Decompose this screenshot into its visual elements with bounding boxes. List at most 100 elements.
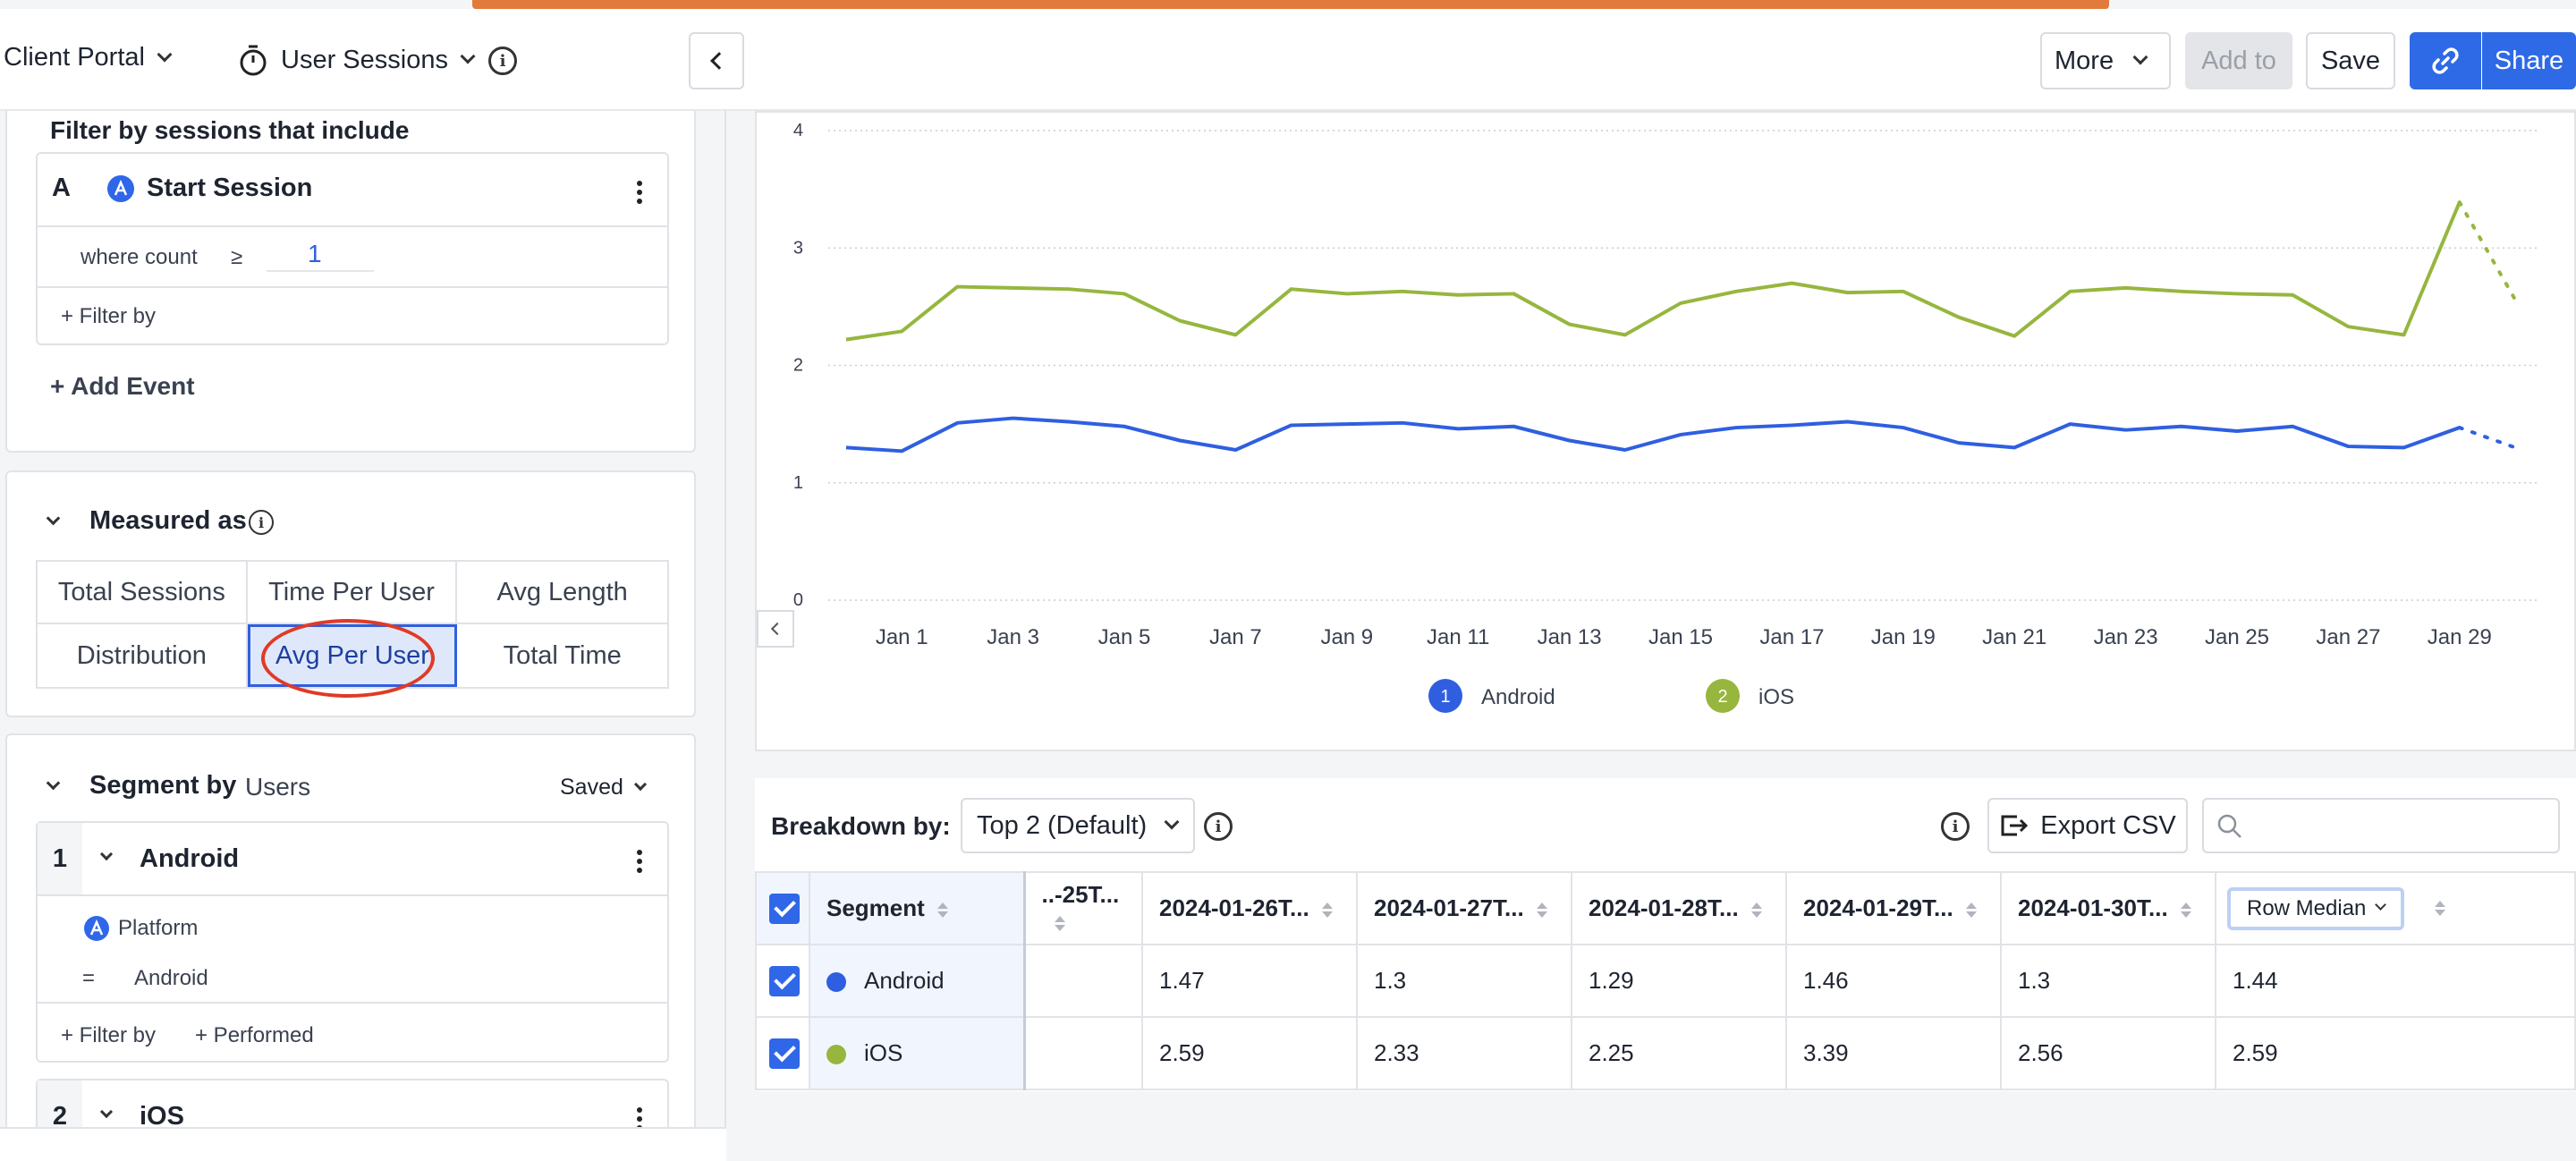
- table-header-row: Segment ..-25T... 2024-01-26T... 2024-01…: [755, 871, 2576, 945]
- notification-bar: [472, 0, 2109, 9]
- option-total-sessions[interactable]: Total Sessions: [38, 562, 248, 624]
- event-menu-icon[interactable]: [637, 181, 642, 208]
- column-header[interactable]: ..-25T...: [1023, 871, 1143, 945]
- sort-icon[interactable]: [2435, 901, 2445, 916]
- add-to-button[interactable]: Add to: [2185, 32, 2292, 89]
- value-cell: 2.59: [1141, 1016, 1358, 1090]
- segment-menu-icon[interactable]: [637, 1107, 642, 1127]
- measured-as-card: Measured as i Total Sessions Time Per Us…: [5, 470, 696, 717]
- performed-button[interactable]: + Performed: [195, 1023, 314, 1047]
- x-tick-label: Jan 27: [2316, 625, 2380, 649]
- x-tick-label: Jan 23: [2094, 625, 2158, 649]
- segment-subject[interactable]: Users: [245, 773, 311, 801]
- portal-dropdown[interactable]: Client Portal: [4, 43, 173, 72]
- chevron-down-icon: [2375, 899, 2387, 911]
- segment-name[interactable]: iOS: [140, 1102, 184, 1127]
- collapse-panel-button[interactable]: [689, 32, 744, 89]
- series-dot: [826, 972, 846, 993]
- select-all-checkbox[interactable]: [769, 893, 800, 924]
- measured-as-title: Measured as: [89, 506, 247, 535]
- chart-scroll-left-button[interactable]: [757, 610, 794, 648]
- sort-icon[interactable]: [1055, 916, 1065, 931]
- count-input[interactable]: 1: [267, 240, 374, 272]
- collapse-chevron-icon[interactable]: [46, 775, 61, 791]
- segment-cell: Android: [809, 944, 1026, 1018]
- chevron-down-icon[interactable]: [99, 847, 114, 861]
- x-tick-label: Jan 3: [987, 625, 1039, 649]
- sort-icon[interactable]: [2181, 903, 2191, 918]
- share-button[interactable]: Share: [2482, 32, 2576, 89]
- value-cell: 1.46: [1785, 944, 2002, 1018]
- more-button[interactable]: More: [2040, 32, 2171, 89]
- info-icon[interactable]: i: [1941, 812, 1970, 841]
- option-distribution[interactable]: Distribution: [38, 624, 248, 687]
- breakdown-select[interactable]: Top 2 (Default): [961, 798, 1195, 853]
- export-csv-button[interactable]: Export CSV: [1987, 798, 2188, 853]
- column-header-segment[interactable]: Segment: [809, 871, 1026, 945]
- table-row: Android 1.47 1.3 1.29 1.46 1.3 1.44: [755, 944, 2576, 1018]
- y-tick-label: 2: [793, 356, 803, 376]
- report-type-dropdown[interactable]: User Sessions: [238, 43, 476, 77]
- copy-link-button[interactable]: [2410, 32, 2481, 89]
- event-name[interactable]: Start Session: [147, 174, 313, 202]
- sort-icon[interactable]: [937, 903, 948, 918]
- save-label: Save: [2320, 46, 2381, 75]
- row-median-select[interactable]: Row Median: [2227, 886, 2405, 930]
- column-header[interactable]: 2024-01-27T...: [1356, 871, 1572, 945]
- series-line-android: [845, 416, 2461, 453]
- sort-icon[interactable]: [1322, 903, 1333, 918]
- option-avg-length[interactable]: Avg Length: [457, 562, 667, 624]
- series-incomplete-line-ios: [2457, 200, 2517, 301]
- info-icon[interactable]: i: [1204, 812, 1233, 841]
- x-tick-label: Jan 1: [876, 625, 928, 649]
- select-all-cell[interactable]: [755, 871, 810, 945]
- column-header-row-median[interactable]: Row Median: [2215, 871, 2576, 945]
- top-bar: Client Portal User Sessions i More Add t…: [0, 9, 2576, 111]
- sort-icon[interactable]: [1751, 903, 1762, 918]
- segment-menu-icon[interactable]: [637, 850, 642, 877]
- row-checkbox-cell[interactable]: [755, 1016, 810, 1090]
- highlight-circle: [261, 619, 435, 698]
- legend-index: 1: [1440, 687, 1450, 707]
- chevron-down-icon[interactable]: [99, 1105, 114, 1119]
- option-time-per-user[interactable]: Time Per User: [247, 562, 458, 624]
- value-cell: 1.47: [1141, 944, 1358, 1018]
- chevron-left-icon: [770, 622, 784, 636]
- row-checkbox-cell[interactable]: [755, 944, 810, 1018]
- breakdown-table-card: Breakdown by: Top 2 (Default) i i Export…: [755, 778, 2576, 1091]
- query-builder-panel: Filter by sessions that include A Start …: [0, 111, 726, 1127]
- save-button[interactable]: Save: [2306, 32, 2395, 89]
- filter-by-button[interactable]: + Filter by: [61, 304, 157, 328]
- segment-operator[interactable]: =: [82, 966, 96, 990]
- column-header[interactable]: 2024-01-26T...: [1141, 871, 1358, 945]
- info-icon[interactable]: i: [249, 510, 274, 535]
- collapse-chevron-icon[interactable]: [46, 511, 61, 526]
- sort-icon[interactable]: [1966, 903, 1977, 918]
- column-header[interactable]: 2024-01-28T...: [1571, 871, 1787, 945]
- value-cell: 1.44: [2215, 944, 2576, 1018]
- column-header[interactable]: 2024-01-29T...: [1785, 871, 2002, 945]
- link-icon: [2432, 47, 2459, 74]
- column-header[interactable]: 2024-01-30T...: [2000, 871, 2216, 945]
- filter-heading: Filter by sessions that include: [50, 116, 410, 144]
- info-icon[interactable]: i: [488, 47, 517, 75]
- export-icon: [2001, 815, 2029, 836]
- segment-value[interactable]: Android: [134, 966, 208, 990]
- segment-property[interactable]: Platform: [118, 916, 199, 940]
- filter-by-button[interactable]: + Filter by: [61, 1023, 157, 1047]
- saved-dropdown[interactable]: Saved: [560, 775, 647, 801]
- filter-card: Filter by sessions that include A Start …: [5, 111, 696, 453]
- table-search-input[interactable]: [2202, 798, 2560, 853]
- legend-marker-android: [1428, 679, 1462, 713]
- platform-icon: [84, 916, 109, 941]
- chevron-down-icon: [460, 48, 476, 64]
- operator-select[interactable]: ≥: [231, 245, 243, 269]
- add-event-button[interactable]: + Add Event: [50, 372, 195, 400]
- row-checkbox[interactable]: [769, 1038, 800, 1069]
- segment-name[interactable]: Android: [140, 844, 240, 873]
- sort-icon[interactable]: [1537, 903, 1547, 918]
- option-total-time[interactable]: Total Time: [503, 640, 622, 670]
- row-checkbox[interactable]: [769, 965, 800, 996]
- chevron-down-icon: [633, 777, 647, 791]
- segment-by-title: Segment by: [89, 771, 237, 800]
